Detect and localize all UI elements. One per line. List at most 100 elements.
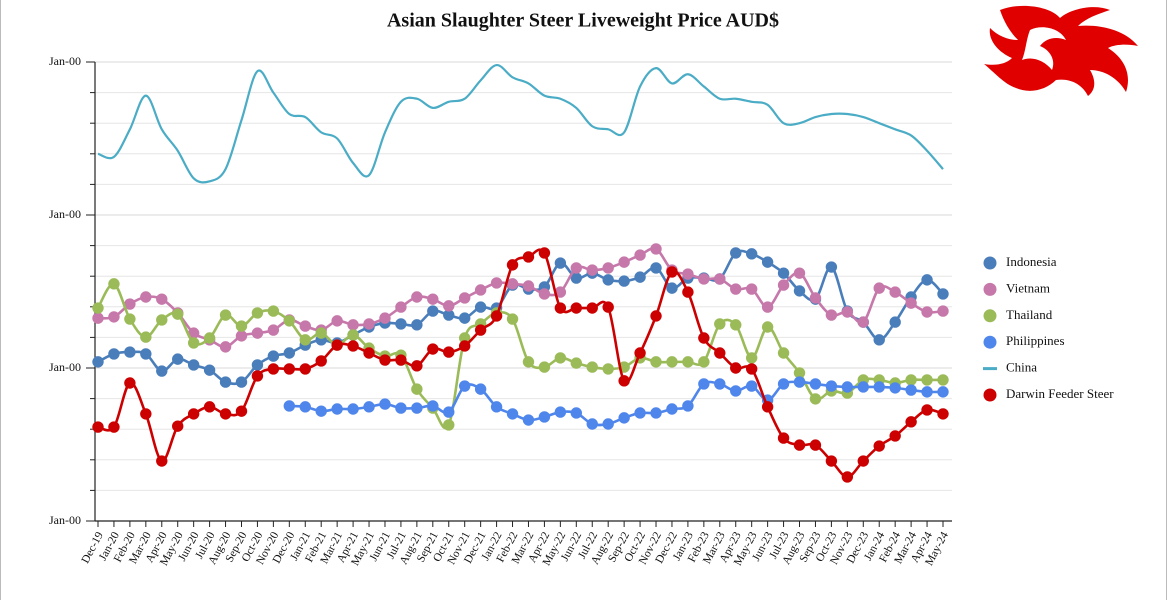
data-point [474,284,487,296]
data-point [650,262,662,274]
data-point [522,414,535,426]
data-point [156,314,168,326]
data-point [140,291,152,303]
data-point [172,353,184,365]
legend-swatch [983,335,997,349]
data-point [124,313,136,325]
data-point [156,365,168,377]
legend-label: Vietnam [1006,280,1050,295]
data-point [411,291,423,303]
data-point [602,274,614,286]
data-point [522,280,535,292]
data-point [714,273,726,285]
data-point [92,356,104,368]
series [92,243,949,353]
data-point [474,383,487,395]
data-point [427,293,439,305]
data-point [937,288,949,300]
data-point [251,359,264,371]
data-point [554,302,567,314]
data-point [905,297,917,309]
data-point [905,384,917,396]
data-point [761,256,774,268]
data-point [506,313,519,325]
data-point [825,309,838,321]
data-point [666,356,678,368]
data-point [411,402,423,414]
data-point [283,347,296,359]
data-point [714,378,726,390]
data-point [395,354,407,366]
data-point [745,352,758,364]
data-point [921,374,933,386]
data-point [554,406,567,418]
data-point [682,286,694,298]
data-point [937,305,949,317]
data-point [889,316,901,328]
data-point [666,282,678,294]
data-point [921,404,933,416]
data-point [331,315,343,327]
data-point [108,348,120,360]
data-point [506,408,519,420]
data-point [857,316,869,328]
data-point [554,352,567,364]
series [97,63,944,184]
data-point [187,337,200,349]
data-point [140,331,152,343]
data-point [299,401,311,413]
data-point [698,378,710,390]
data-point [140,348,152,360]
data-point [267,324,280,336]
data-point [761,401,774,413]
data-point [761,301,774,313]
data-point [331,339,343,351]
data-point [427,343,439,355]
data-point [490,277,503,289]
series [92,247,949,483]
data-point [745,283,758,295]
data-point [809,378,822,390]
data-point [443,300,455,312]
data-point [506,278,519,290]
data-point [267,363,280,375]
data-point [187,408,200,420]
data-point [554,257,567,269]
data-point [395,318,407,330]
data-point [618,412,630,424]
data-point [235,405,248,417]
legend-swatch [983,282,997,296]
data-point [730,362,742,374]
data-point [140,408,152,420]
data-point [538,288,551,300]
series-line [96,282,943,430]
legend-label: China [1006,360,1037,375]
data-point [745,380,758,392]
data-point [92,302,104,314]
data-point [219,341,232,353]
data-point [586,361,598,373]
series [283,376,949,430]
data-point [586,418,598,430]
data-point [682,268,694,280]
data-point [235,376,248,388]
data-point [634,407,646,419]
data-point [921,306,933,318]
data-point [730,319,742,331]
data-point [921,274,933,286]
data-point [777,267,790,279]
data-point [634,347,646,359]
data-point [490,310,503,322]
data-point [602,262,614,274]
data-point [379,354,391,366]
data-point [427,305,439,317]
data-point [777,432,790,444]
data-point [634,271,646,283]
data-point [586,302,598,314]
data-point [522,356,535,368]
data-point [443,419,455,431]
data-point [347,319,359,331]
data-point [698,273,710,285]
